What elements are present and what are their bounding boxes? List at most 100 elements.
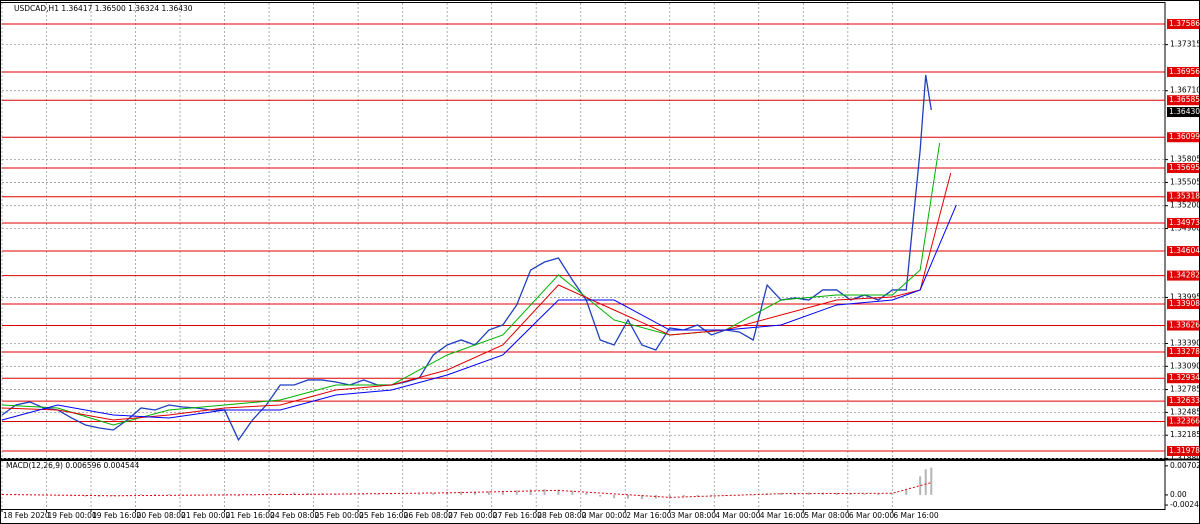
y-tick-label: 1.31880 bbox=[1170, 453, 1200, 462]
macd-title: MACD(12,26,9) 0.006596 0.004544 bbox=[6, 461, 140, 470]
x-tick-label: 19 Feb 16:00 bbox=[92, 511, 141, 520]
level-label-box bbox=[1167, 95, 1199, 106]
histogram-bar bbox=[627, 494, 630, 499]
y-tick-label: 1.35505 bbox=[1170, 177, 1200, 186]
y-tick-label: 1.35200 bbox=[1170, 201, 1200, 210]
histogram-bar bbox=[167, 494, 170, 495]
x-tick-label: 28 Feb 08:00 bbox=[537, 511, 586, 520]
level-label: 1.32934 bbox=[1169, 373, 1200, 382]
level-label: 1.34973 bbox=[1169, 218, 1200, 227]
histogram-bar bbox=[905, 489, 908, 495]
histogram-bar bbox=[460, 491, 463, 495]
histogram-bar bbox=[599, 494, 602, 497]
level-label: 1.33278 bbox=[1169, 347, 1200, 356]
histogram-bar bbox=[835, 492, 838, 495]
y-tick-label: 1.33090 bbox=[1170, 361, 1200, 370]
histogram-bar bbox=[487, 491, 490, 495]
level-label: 1.32633 bbox=[1169, 396, 1200, 405]
level-label: 1.36956 bbox=[1169, 67, 1200, 76]
histogram-bar bbox=[1, 494, 3, 495]
histogram-bar bbox=[293, 492, 296, 495]
y-tick-label: 0.00 bbox=[1170, 490, 1187, 499]
level-label: 1.35318 bbox=[1169, 192, 1200, 201]
y-tick-label: 1.32485 bbox=[1170, 407, 1200, 416]
histogram-bar bbox=[919, 476, 922, 495]
histogram-bar bbox=[849, 493, 852, 495]
x-tick-label: 3 Mar 08:00 bbox=[671, 511, 717, 520]
x-tick-label: 21 Feb 16:00 bbox=[226, 511, 275, 520]
indicator-line bbox=[1, 204, 957, 421]
level-label-box bbox=[1167, 246, 1199, 257]
histogram-bar bbox=[376, 494, 379, 495]
histogram-bar bbox=[891, 493, 894, 495]
histogram-bar bbox=[223, 494, 226, 496]
level-label-box bbox=[1167, 217, 1199, 228]
histogram-bar bbox=[348, 494, 351, 495]
histogram-bar bbox=[571, 490, 574, 495]
level-label-box bbox=[1167, 445, 1199, 456]
histogram-bar bbox=[529, 489, 532, 495]
y-tick-label: 1.35805 bbox=[1170, 155, 1200, 164]
level-label-box bbox=[1167, 416, 1199, 427]
current-price-label: 1.36430 bbox=[1169, 107, 1200, 116]
current-price-box bbox=[1167, 107, 1199, 118]
histogram-bar bbox=[432, 492, 435, 495]
level-label: 1.33908 bbox=[1169, 299, 1200, 308]
indicator-line bbox=[1, 142, 941, 426]
x-tick-label: 4 Mar 16:00 bbox=[760, 511, 806, 520]
histogram-bar bbox=[390, 494, 393, 496]
x-tick-label: 2 Mar 16:00 bbox=[626, 511, 672, 520]
histogram-bar bbox=[320, 493, 323, 495]
histogram-bar bbox=[924, 469, 927, 495]
level-label-box bbox=[1167, 373, 1199, 384]
level-label: 1.36585 bbox=[1169, 95, 1200, 104]
histogram-bar bbox=[752, 494, 755, 496]
histogram-bar bbox=[279, 492, 282, 495]
histogram-bar bbox=[780, 492, 783, 495]
histogram-bar bbox=[28, 494, 31, 496]
histogram-bar bbox=[557, 489, 560, 495]
histogram-bar bbox=[307, 492, 310, 495]
indicator-line bbox=[1, 172, 952, 421]
histogram-bar bbox=[473, 491, 476, 495]
y-tick-label: 0.007026 bbox=[1170, 461, 1200, 470]
histogram-bar bbox=[404, 494, 407, 496]
level-label: 1.34282 bbox=[1169, 271, 1200, 280]
histogram-bar bbox=[585, 492, 588, 495]
x-tick-label: 27 Feb 16:00 bbox=[493, 511, 542, 520]
x-tick-label: 20 Feb 08:00 bbox=[137, 511, 186, 520]
x-tick-label: 2 Mar 00:00 bbox=[582, 511, 628, 520]
level-label: 1.31978 bbox=[1169, 446, 1200, 455]
histogram-bar bbox=[682, 494, 685, 497]
level-label: 1.35695 bbox=[1169, 163, 1200, 172]
histogram-bar bbox=[251, 494, 254, 496]
level-label-box bbox=[1167, 320, 1199, 331]
x-tick-label: 21 Feb 00:00 bbox=[181, 511, 230, 520]
histogram-bar bbox=[237, 494, 240, 497]
histogram-bar bbox=[668, 494, 671, 498]
x-tick-label: 18 Feb 2020 bbox=[3, 511, 50, 520]
histogram-bar bbox=[724, 494, 727, 496]
histogram-bar bbox=[362, 494, 365, 495]
x-tick-label: 25 Feb 00:00 bbox=[315, 511, 364, 520]
level-label-box bbox=[1167, 191, 1199, 202]
x-tick-label: 27 Feb 00:00 bbox=[448, 511, 497, 520]
histogram-bar bbox=[930, 467, 933, 495]
x-tick-label: 6 Mar 00:00 bbox=[849, 511, 895, 520]
histogram-bar bbox=[195, 494, 198, 496]
level-label-box bbox=[1167, 270, 1199, 281]
x-tick-label: 26 Feb 08:00 bbox=[404, 511, 453, 520]
level-label: 1.36099 bbox=[1169, 132, 1200, 141]
level-label: 1.33626 bbox=[1169, 321, 1200, 330]
histogram-bar bbox=[696, 494, 699, 497]
histogram-bar bbox=[877, 493, 880, 495]
x-tick-label: 5 Mar 08:00 bbox=[804, 511, 850, 520]
histogram-bar bbox=[154, 494, 157, 495]
level-label-box bbox=[1167, 66, 1199, 77]
y-tick-label: -0.002447 bbox=[1170, 500, 1200, 509]
y-tick-label: 1.32185 bbox=[1170, 430, 1200, 439]
histogram-bar bbox=[56, 494, 59, 496]
level-label: 1.37586 bbox=[1169, 19, 1200, 28]
level-label-box bbox=[1167, 132, 1199, 143]
